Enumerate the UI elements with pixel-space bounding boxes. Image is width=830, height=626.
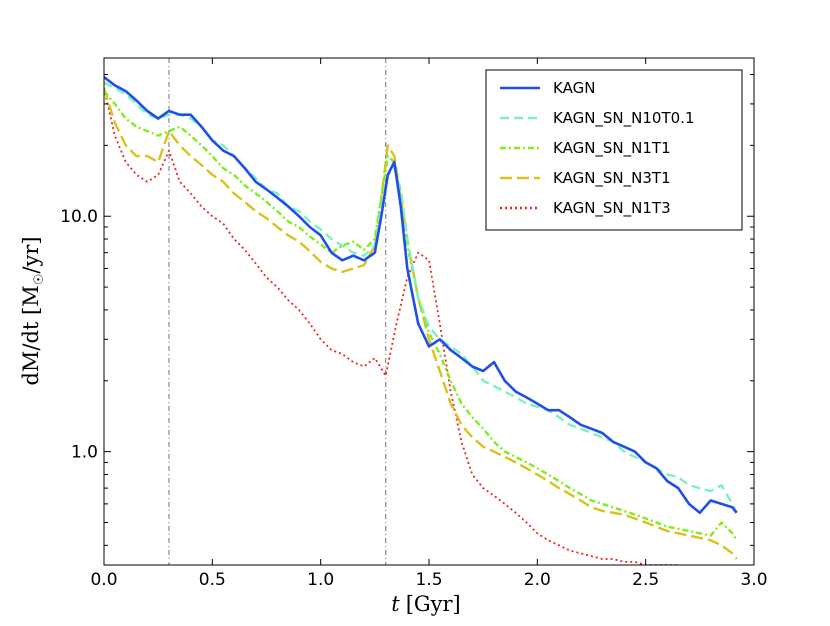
y-tick-label: 10.0 bbox=[60, 207, 98, 227]
x-tick-label: 2.0 bbox=[524, 570, 551, 590]
series-layer bbox=[104, 76, 738, 565]
vertical-markers bbox=[168, 58, 387, 565]
x-tick-label: 0.0 bbox=[90, 570, 117, 590]
x-tick-label: 1.5 bbox=[415, 570, 442, 590]
x-tick-label: 1.0 bbox=[307, 570, 334, 590]
series-line-0 bbox=[104, 76, 738, 515]
x-axis-label: t [Gyr] bbox=[391, 592, 461, 616]
series-line-4 bbox=[104, 87, 682, 565]
legend-box bbox=[485, 69, 743, 231]
legend-label-1: KAGN_SN_N10T0.1 bbox=[553, 109, 694, 128]
y-axis-label: dM/dt [M☉/yr] bbox=[19, 236, 47, 385]
legend-label-4: KAGN_SN_N1T3 bbox=[553, 199, 671, 218]
legend-label-3: KAGN_SN_N3T1 bbox=[553, 169, 671, 188]
axis-ticks bbox=[103, 58, 755, 565]
legend-label-2: KAGN_SN_N1T1 bbox=[553, 139, 671, 158]
x-tick-label: 3.0 bbox=[740, 570, 767, 590]
x-tick-label: 0.5 bbox=[199, 570, 226, 590]
axis-tick-labels: 0.0 0.5 1.0 1.5 2.0 2.5 3.0 1.0 10.0 bbox=[60, 207, 767, 590]
x-tick-label: 2.5 bbox=[632, 570, 659, 590]
y-tick-label: 1.0 bbox=[71, 443, 98, 463]
legend-label-0: KAGN bbox=[553, 79, 595, 97]
legend: KAGN KAGN_SN_N10T0.1 KAGN_SN_N1T1 KAGN_SN_N… bbox=[485, 69, 743, 231]
